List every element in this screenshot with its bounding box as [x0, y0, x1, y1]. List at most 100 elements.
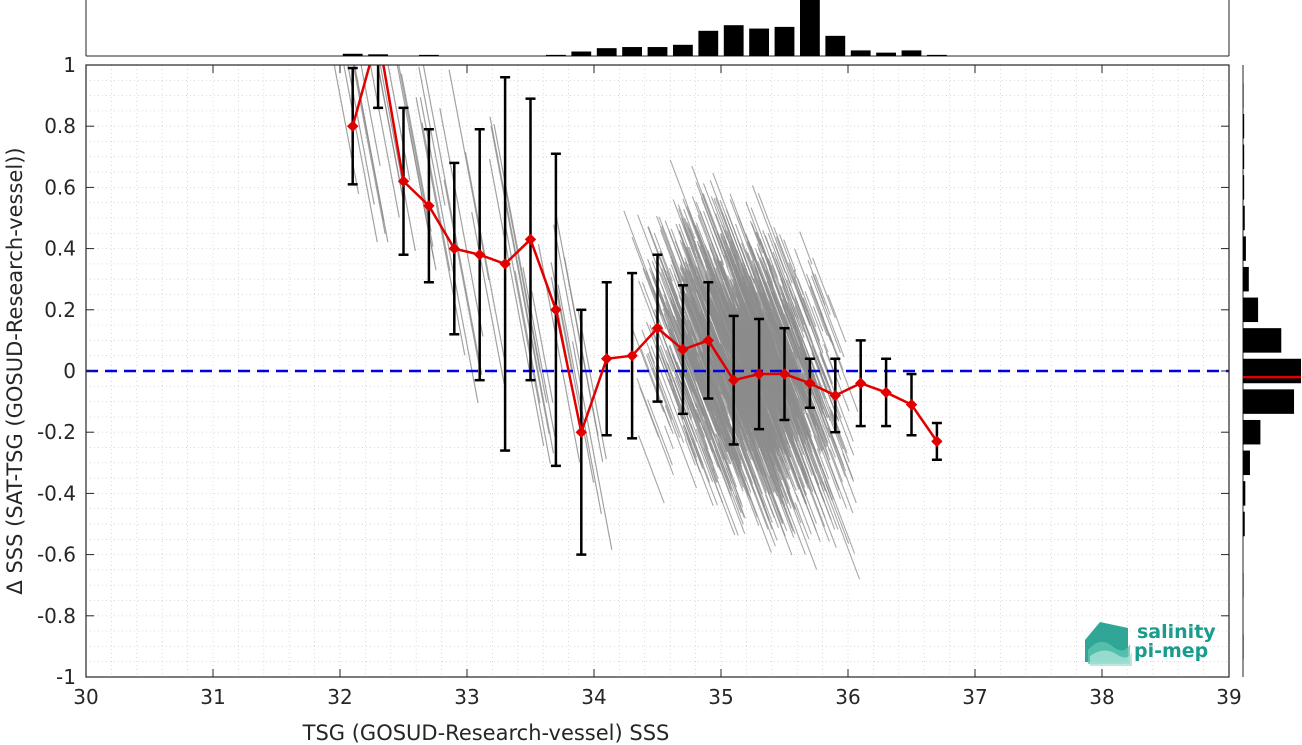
- scatter-streak: [762, 230, 796, 318]
- scatter-streak: [694, 265, 730, 355]
- scatter-streak: [825, 351, 834, 371]
- scatter-streak: [714, 449, 744, 525]
- scatter-streak: [353, 65, 385, 222]
- scatter-streak: [684, 317, 697, 349]
- scatter-streak: [791, 356, 821, 431]
- scatter-streak: [369, 65, 400, 218]
- scatter-streak: [810, 275, 842, 354]
- scatter-streak: [802, 444, 813, 469]
- scatter-streak: [697, 243, 735, 340]
- scatter-streak: [377, 65, 403, 193]
- scatter-streak: [464, 152, 507, 368]
- scatter-streak: [639, 386, 660, 438]
- scatter-streak: [489, 116, 555, 454]
- scatter-streak: [681, 241, 693, 268]
- scatter-streak: [683, 208, 696, 239]
- scatter-streak: [659, 327, 697, 423]
- scatter-streak: [641, 329, 656, 364]
- binned-mean-marker: [651, 322, 664, 334]
- right-histogram: [1242, 65, 1301, 677]
- scatter-streak: [780, 338, 809, 411]
- scatter-streak: [687, 353, 710, 411]
- scatter-streak: [702, 183, 728, 245]
- right-histogram-bar: [1243, 358, 1301, 384]
- scatter-streak: [684, 271, 706, 325]
- scatter-streak: [805, 413, 816, 438]
- scatter-streak: [711, 363, 743, 444]
- scatter-streak: [651, 367, 673, 420]
- scatter-streak: [514, 270, 541, 404]
- scatter-streak: [696, 307, 735, 406]
- scatter-streak: [439, 108, 484, 337]
- binned-mean-marker: [423, 200, 435, 212]
- scatter-streak: [661, 226, 684, 282]
- scatter-streak: [653, 232, 673, 282]
- salinity-pi-mep-logo: salinity pi-mep: [1085, 621, 1216, 666]
- scatter-streak: [716, 370, 732, 410]
- scatter-streak: [802, 326, 839, 421]
- scatter-streak: [802, 297, 821, 342]
- x-tick-label: 36: [835, 685, 860, 709]
- scatter-streak: [678, 208, 696, 252]
- scatter-streak: [707, 332, 733, 395]
- scatter-streak: [705, 444, 714, 465]
- scatter-streak: [712, 226, 722, 249]
- scatter-streak: [761, 331, 801, 432]
- scatter-streak: [730, 239, 740, 261]
- scatter-streak: [748, 402, 782, 488]
- scatter-streak: [647, 399, 673, 466]
- scatter-streak: [776, 287, 813, 380]
- scatter-streak: [732, 442, 742, 464]
- scatter-streak: [794, 298, 826, 380]
- x-tick-label: 37: [962, 685, 987, 709]
- scatter-streak: [717, 439, 738, 488]
- scatter-streak: [780, 311, 803, 368]
- scatter-streak: [647, 226, 681, 310]
- scatter-streak: [719, 260, 730, 286]
- top-histogram-bar: [723, 25, 744, 56]
- logo-text-pi-mep: pi-mep: [1134, 640, 1208, 662]
- scatter-streak: [786, 279, 805, 326]
- top-histogram-bar: [850, 50, 871, 56]
- x-tick-label: 39: [1216, 685, 1241, 709]
- scatter-streak: [557, 284, 602, 515]
- scatter-streak: [699, 418, 713, 452]
- scatter-streak: [691, 196, 725, 281]
- scatter-streak: [672, 388, 702, 463]
- scatter-streak: [705, 302, 730, 364]
- scatter-streak: [764, 235, 785, 285]
- scatter-streak: [677, 204, 700, 259]
- scatter-streak: [749, 443, 770, 495]
- binned-mean-marker: [575, 426, 588, 438]
- scatter-streak: [723, 323, 749, 387]
- scatter-streak: [750, 266, 759, 285]
- scatter-streak: [767, 258, 807, 358]
- scatter-streak: [733, 316, 758, 380]
- scatter-streak: [683, 314, 693, 337]
- scatter-streak: [702, 210, 724, 264]
- scatter-streak: [793, 276, 824, 354]
- scatter-streak: [755, 437, 795, 538]
- scatter-streak: [736, 412, 767, 491]
- scatter-streak: [686, 269, 697, 294]
- y-tick-label: 0.6: [44, 175, 76, 199]
- scatter-streak: [686, 222, 717, 300]
- scatter-streak: [748, 427, 757, 445]
- scatter-streak: [746, 332, 757, 358]
- binned-mean-marker: [346, 120, 359, 132]
- scatter-streak: [785, 272, 813, 342]
- scatter-streak: [695, 340, 727, 423]
- scatter-streak: [673, 273, 697, 333]
- scatter-streak: [754, 420, 792, 517]
- binned-mean-marker: [829, 389, 842, 402]
- scatter-streak: [779, 284, 819, 386]
- scatter-streak: [732, 285, 749, 324]
- scatter-streak: [651, 270, 670, 319]
- top-histogram-bar: [774, 26, 795, 56]
- scatter-streak: [786, 359, 807, 409]
- scatter-streak: [700, 197, 729, 268]
- scatter-streak: [664, 405, 697, 489]
- scatter-streak: [727, 275, 737, 299]
- right-histogram-bar: [1243, 144, 1245, 170]
